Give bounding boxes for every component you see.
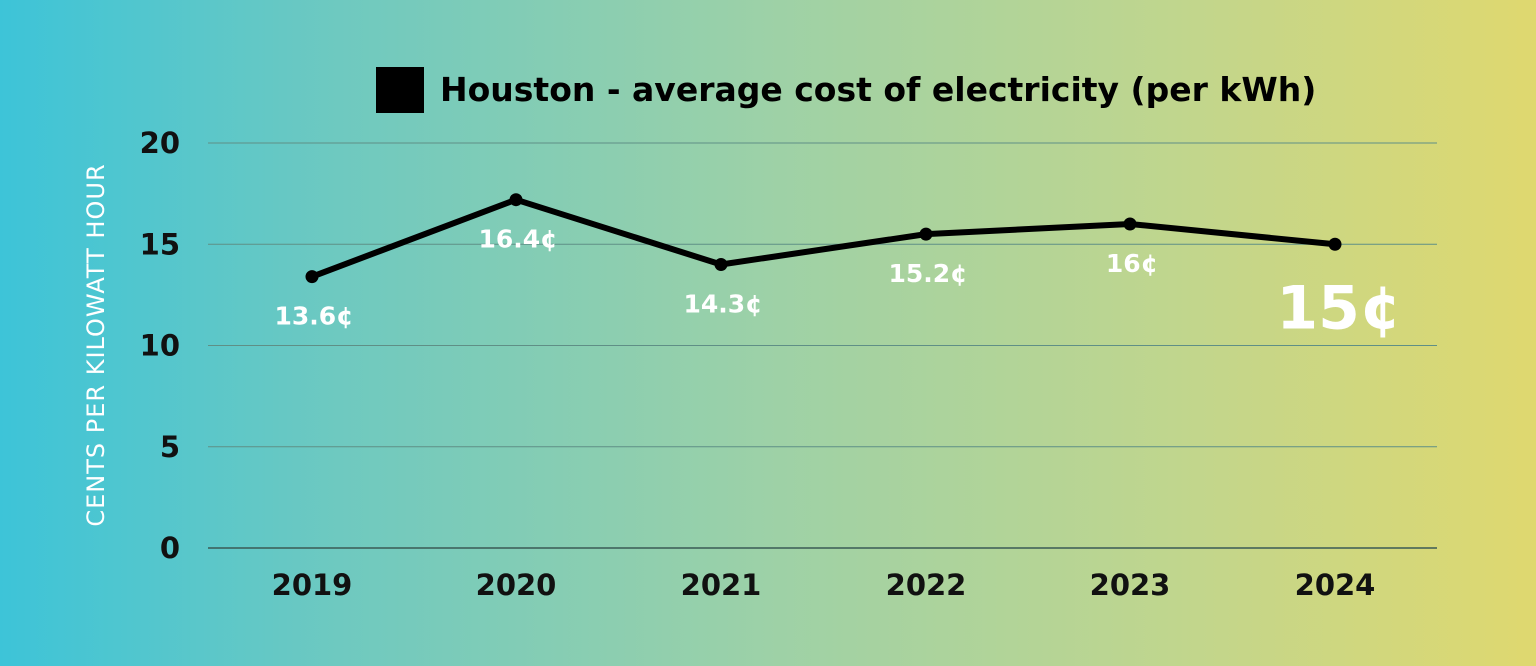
y-tick-label: 5 (160, 430, 180, 464)
y-tick-label: 15 (140, 227, 180, 261)
data-label: 16¢ (1106, 249, 1158, 278)
data-point (509, 193, 523, 207)
data-point (1328, 237, 1342, 251)
y-tick-label: 0 (160, 531, 180, 565)
legend-swatch (376, 67, 424, 113)
y-tick-label: 10 (140, 329, 180, 363)
x-tick-label: 2021 (681, 568, 762, 602)
data-point (1123, 217, 1137, 231)
data-point (714, 258, 728, 271)
y-axis-label: CENTS PER KILOWATT HOUR (82, 163, 110, 526)
data-label: 15.2¢ (888, 259, 967, 288)
data-label: 13.6¢ (274, 302, 353, 331)
x-tick-label: 2019 (272, 568, 353, 602)
data-label-highlight: 15¢ (1276, 273, 1401, 343)
chart-title: Houston - average cost of electricity (p… (440, 70, 1316, 109)
gridlines (208, 142, 1437, 549)
x-tick-label: 2024 (1295, 568, 1376, 602)
x-tick-label: 2020 (476, 568, 557, 602)
data-labels: 13.6¢ 16.4¢ 14.3¢ 15.2¢ 16¢ 15¢ (274, 225, 1401, 344)
x-tick-labels: 2019 2020 2021 2022 2023 2024 (272, 568, 1376, 602)
x-tick-label: 2023 (1090, 568, 1171, 602)
data-label: 16.4¢ (478, 225, 557, 254)
x-tick-label: 2022 (886, 568, 967, 602)
legend: Houston - average cost of electricity (p… (376, 67, 1316, 113)
series-polyline (309, 196, 1338, 280)
data-label: 14.3¢ (683, 290, 762, 319)
y-tick-label: 20 (140, 126, 180, 160)
y-tick-labels: 0 5 10 15 20 (140, 126, 180, 565)
series-line (305, 193, 1342, 284)
data-point (919, 227, 933, 241)
data-point (305, 270, 319, 284)
